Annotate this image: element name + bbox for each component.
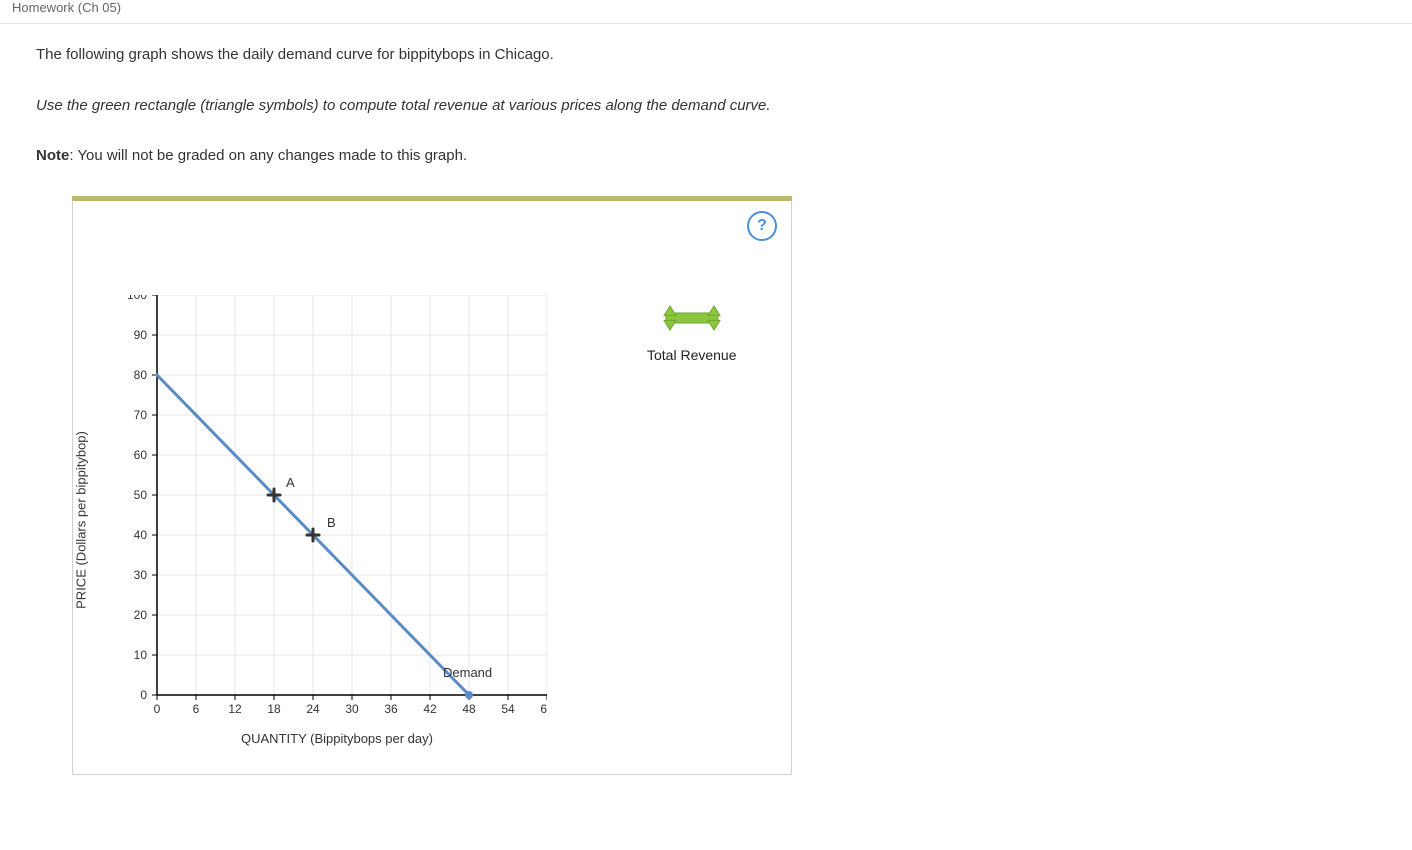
svg-text:42: 42 — [423, 702, 437, 716]
svg-text:60: 60 — [134, 448, 148, 462]
svg-text:10: 10 — [134, 648, 148, 662]
note-text: : You will not be graded on any changes … — [69, 147, 467, 164]
legend-swatch[interactable] — [647, 305, 737, 331]
demand-chart[interactable]: 0 6 12 18 24 30 36 42 48 54 60 0 10 20 30 40 50 60 70 80 90 1… — [87, 295, 547, 725]
svg-text:B: B — [327, 515, 336, 530]
svg-text:90: 90 — [134, 328, 148, 342]
svg-text:30: 30 — [345, 702, 359, 716]
svg-text:48: 48 — [462, 702, 476, 716]
chart-block: PRICE (Dollars per bippitybop) 061218243… — [87, 295, 587, 746]
instruction-text: Use the green rectangle (triangle symbol… — [36, 95, 1136, 118]
graph-card: ? PRICE (Dollars per bippitybop) 0 6 12 18 2… — [72, 201, 792, 775]
svg-text:0: 0 — [140, 688, 147, 702]
x-axis-title: QUANTITY (Bippitybops per day) — [87, 731, 587, 746]
svg-text:100: 100 — [127, 295, 147, 302]
svg-text:60: 60 — [540, 702, 547, 716]
question-content: The following graph shows the daily dema… — [0, 24, 1136, 775]
legend: Total Revenue — [647, 305, 737, 363]
note-line: Note: You will not be graded on any chan… — [36, 145, 1136, 168]
svg-text:6: 6 — [193, 702, 200, 716]
svg-text:Demand: Demand — [443, 665, 492, 680]
note-prefix: Note — [36, 147, 69, 164]
help-button[interactable]: ? — [747, 211, 777, 241]
svg-text:A: A — [286, 475, 295, 490]
svg-text:0: 0 — [154, 702, 161, 716]
svg-text:70: 70 — [134, 408, 148, 422]
legend-label: Total Revenue — [647, 347, 737, 363]
breadcrumb: Homework (Ch 05) — [0, 0, 1412, 24]
svg-text:24: 24 — [306, 702, 320, 716]
intro-text: The following graph shows the daily dema… — [36, 44, 1136, 67]
svg-text:30: 30 — [134, 568, 148, 582]
svg-text:80: 80 — [134, 368, 148, 382]
graph-container: ? PRICE (Dollars per bippitybop) 0 6 12 18 2… — [72, 196, 792, 775]
svg-text:40: 40 — [134, 528, 148, 542]
svg-text:18: 18 — [267, 702, 281, 716]
y-axis-title: PRICE (Dollars per bippitybop) — [74, 431, 89, 609]
svg-text:54: 54 — [501, 702, 515, 716]
svg-text:50: 50 — [134, 488, 148, 502]
svg-text:12: 12 — [228, 702, 242, 716]
svg-text:36: 36 — [384, 702, 398, 716]
svg-text:20: 20 — [134, 608, 148, 622]
